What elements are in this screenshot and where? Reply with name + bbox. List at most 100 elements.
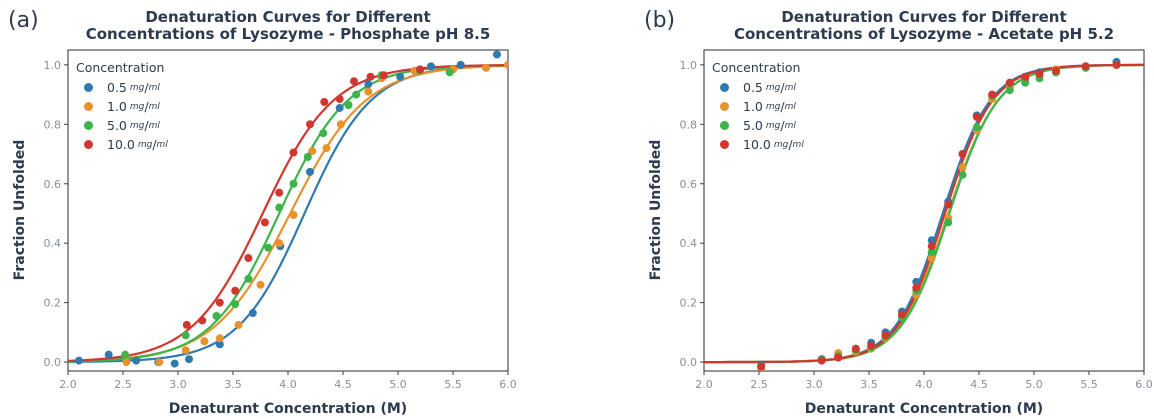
data-point-10.0: [416, 65, 424, 74]
x-axis-label: Denaturant Concentration (M): [804, 401, 1044, 417]
data-point-10.0: [244, 254, 253, 263]
legend-unit-numerator: mg: [129, 101, 145, 112]
x-tick-label: 5.0: [1025, 378, 1043, 391]
legend-unit-denominator: ml: [784, 101, 796, 112]
data-point-0.5: [170, 359, 179, 368]
x-tick-label: 5.5: [1080, 378, 1098, 391]
legend-marker: [720, 83, 729, 92]
y-tick-label: 0.2: [680, 297, 698, 310]
legend-item-0.5: 0.5 mg / ml: [712, 78, 804, 97]
legend-item-5.0: 5.0 mg / ml: [76, 116, 168, 135]
x-tick-label: 3.5: [224, 378, 242, 391]
y-axis-label: Fraction Unfolded: [12, 139, 28, 280]
legend-unit-numerator: mg: [129, 120, 145, 131]
legend-marker: [84, 83, 93, 92]
data-point-10.0: [335, 95, 344, 104]
legend-unit-numerator: mg: [765, 82, 781, 93]
legend: Concentration 0.5 mg / ml 1.0 mg / ml 5.0 mg / ml 10…: [712, 60, 804, 154]
x-tick-label: 2.5: [750, 378, 768, 391]
data-point-10.0: [898, 310, 906, 319]
data-point-1.0: [308, 147, 317, 156]
data-point-1.0: [155, 358, 164, 367]
data-point-5.0: [181, 331, 190, 340]
data-point-10.0: [379, 71, 388, 80]
data-point-5.0: [319, 129, 328, 138]
data-point-10.0: [944, 200, 953, 209]
data-point-5.0: [344, 100, 353, 109]
data-point-1.0: [181, 346, 190, 355]
legend-marker: [720, 140, 729, 149]
legend-unit-denominator: ml: [148, 120, 160, 131]
data-point-0.5: [248, 309, 257, 318]
chart-title: Denaturation Curves for Different Concen…: [704, 9, 1144, 43]
x-tick-label: 4.0: [279, 378, 297, 391]
data-point-10.0: [289, 148, 298, 157]
x-tick-label: 2.0: [59, 378, 77, 391]
data-point-10.0: [198, 316, 207, 325]
legend-marker: [84, 121, 93, 130]
data-point-10.0: [306, 120, 314, 129]
data-point-10.0: [757, 362, 766, 371]
x-tick-label: 5.5: [444, 378, 462, 391]
panel-label: (b): [644, 8, 676, 33]
data-point-10.0: [881, 331, 890, 340]
data-point-1.0: [256, 280, 265, 289]
data-point-1.0: [122, 358, 131, 367]
chart-title-line-1: Denaturation Curves for Different: [781, 8, 1067, 26]
chart-title: Denaturation Curves for Different Concen…: [68, 9, 508, 43]
data-point-1.0: [275, 239, 284, 248]
chart-panel-b: (b) Denaturation Curves for Different Co…: [577, 0, 1154, 419]
data-point-10.0: [958, 150, 967, 159]
data-point-0.5: [132, 356, 141, 365]
chart-title-line-2: Concentrations of Lysozyme - Acetate pH …: [733, 25, 1115, 43]
x-tick-label: 4.0: [915, 378, 933, 391]
y-tick-label: 0.4: [680, 237, 698, 250]
data-point-10.0: [988, 90, 997, 99]
y-tick-label: 0.0: [680, 356, 698, 369]
legend-item-0.5: 0.5 mg / ml: [76, 78, 168, 97]
legend-unit-slash: /: [780, 80, 785, 95]
panel-label: (a): [8, 8, 39, 33]
data-point-10.0: [320, 98, 329, 107]
legend-unit-slash: /: [788, 137, 793, 152]
legend-marker: [720, 102, 729, 111]
legend-unit-slash: /: [152, 137, 157, 152]
data-point-5.0: [1021, 78, 1030, 87]
data-point-10.0: [972, 112, 981, 121]
y-tick-label: 0.6: [44, 178, 62, 191]
data-point-5.0: [231, 300, 240, 309]
legend-unit-numerator: mg: [765, 120, 781, 131]
data-point-1.0: [364, 87, 373, 96]
data-point-1.0: [289, 210, 298, 219]
legend-unit-numerator: mg: [773, 139, 789, 150]
data-point-0.5: [912, 277, 921, 286]
legend-marker: [720, 121, 729, 130]
data-point-10.0: [350, 77, 358, 86]
data-point-0.5: [75, 356, 83, 365]
x-axis-label: Denaturant Concentration (M): [168, 401, 408, 417]
legend-label: 0.5: [743, 80, 763, 95]
data-point-1.0: [336, 120, 345, 129]
legend-unit-denominator: ml: [156, 139, 168, 150]
legend-label: 1.0: [107, 99, 127, 114]
y-tick-label: 0.4: [44, 237, 62, 250]
chart-title-line-2: Concentrations of Lysozyme - Phosphate p…: [85, 25, 491, 43]
data-point-5.0: [121, 350, 130, 359]
data-point-0.5: [493, 50, 501, 59]
x-tick-label: 3.0: [169, 378, 187, 391]
legend-unit-numerator: mg: [129, 82, 145, 93]
data-point-10.0: [1112, 60, 1121, 69]
legend-unit-slash: /: [144, 118, 149, 133]
data-point-0.5: [396, 72, 405, 81]
legend-unit-slash: /: [780, 118, 785, 133]
data-point-0.5: [927, 236, 936, 245]
data-point-5.0: [927, 248, 936, 257]
data-point-1.0: [504, 60, 508, 69]
data-point-5.0: [289, 179, 298, 188]
x-tick-label: 3.5: [860, 378, 878, 391]
data-point-5.0: [958, 170, 967, 179]
x-tick-label: 6.0: [1135, 378, 1153, 391]
data-point-1.0: [215, 334, 224, 343]
legend-items: 0.5 mg / ml 1.0 mg / ml 5.0 mg / ml 10.0 mg / ml: [712, 78, 804, 154]
data-point-10.0: [182, 320, 191, 329]
